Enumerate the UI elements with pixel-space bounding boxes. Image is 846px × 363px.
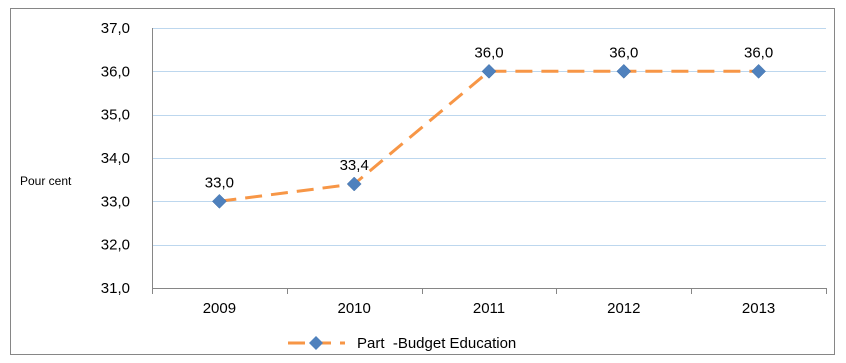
data-label: 36,0 — [744, 44, 773, 61]
y-tick-label: 34,0 — [101, 150, 130, 167]
x-tick-label: 2010 — [338, 300, 371, 317]
y-tick-label: 36,0 — [101, 63, 130, 80]
x-tick-label: 2012 — [607, 300, 640, 317]
data-point-marker — [346, 176, 362, 192]
x-tick-label: 2013 — [742, 300, 775, 317]
legend-label: Part -Budget Education — [357, 335, 516, 352]
y-tick-label: 37,0 — [101, 20, 130, 37]
y-tick-label: 31,0 — [101, 280, 130, 297]
x-tick-label: 2011 — [473, 300, 505, 317]
y-tick-label: 35,0 — [101, 107, 130, 124]
data-point-marker — [212, 193, 227, 209]
data-point-marker — [751, 63, 766, 79]
legend: Part -Budget Education — [288, 335, 516, 352]
data-label: 33,0 — [205, 174, 234, 191]
data-label: 33,4 — [340, 157, 369, 174]
legend-marker — [309, 336, 323, 350]
chart-border — [10, 8, 835, 355]
x-tick-label: 2009 — [203, 300, 236, 317]
y-tick-label: 32,0 — [101, 237, 130, 254]
y-tick-label: 33,0 — [101, 193, 130, 210]
series-line — [219, 69, 759, 203]
data-point-marker — [616, 63, 632, 79]
data-labels: 33,0 33,4 36,0 36,0 36,0 — [205, 44, 773, 191]
data-label: 36,0 — [474, 44, 503, 61]
series — [212, 63, 766, 209]
y-axis-title: Pour cent — [20, 174, 72, 188]
data-label: 36,0 — [609, 44, 638, 61]
data-point-marker — [481, 63, 497, 79]
axes: 31,0 32,0 33,0 34,0 35,0 36,0 37,0 2009 2010 2011… — [101, 20, 827, 317]
